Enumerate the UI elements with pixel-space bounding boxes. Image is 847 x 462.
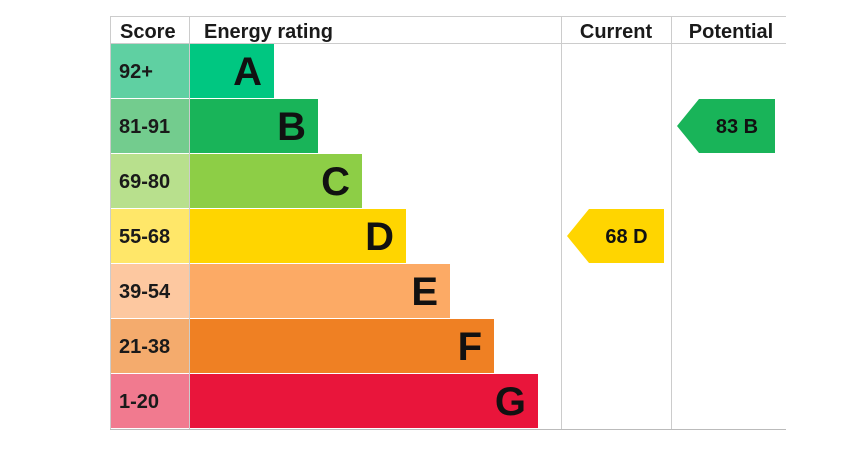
bar-letter-b: B [277,105,306,149]
score-cell-f [111,319,189,373]
bar-letter-d: D [365,215,394,259]
score-label-e: 39-54 [119,281,171,303]
band-row-d: 55-68 D [111,209,406,263]
score-cell-d [111,209,189,263]
bar-letter-f: F [458,325,482,369]
score-cell-c [111,154,189,208]
bar-letter-g: G [495,380,526,424]
potential-rating-arrow: 83 B [677,99,775,153]
energy-rating-header: Energy rating [204,21,333,43]
score-label-c: 69-80 [119,171,170,193]
band-row-c: 69-80 C [111,154,362,208]
bar-a [190,44,274,98]
potential-header: Potential [689,21,773,43]
score-cell-a [111,44,189,98]
current-rating-arrow-shape [567,209,664,263]
score-label-d: 55-68 [119,226,170,248]
bar-b [190,99,318,153]
band-row-g: 1-20 G [111,374,538,428]
rating-arrows: 68 D 83 B [567,99,775,263]
bar-g [190,374,538,428]
band-row-a: 92+ A [111,44,274,98]
bar-d [190,209,406,263]
bar-e [190,264,450,318]
score-cell-b [111,99,189,153]
bar-letter-e: E [411,270,438,314]
potential-rating-arrow-shape [677,99,775,153]
current-rating-arrow: 68 D [567,209,664,263]
score-header: Score [120,21,176,43]
table-grid [110,16,786,430]
score-label-g: 1-20 [119,391,159,413]
score-label-b: 81-91 [119,116,170,138]
score-cell-e [111,264,189,318]
bar-letter-c: C [321,160,350,204]
band-row-b: 81-91 B [111,99,318,153]
rating-bands: 92+ A 81-91 B 69-80 C 55-68 D 39-54 E 21-38 F 1-20 G [111,44,538,428]
score-label-a: 92+ [119,61,153,83]
current-rating-arrow-label: 68 D [605,226,647,248]
bar-letter-a: A [233,50,262,94]
bar-f [190,319,494,373]
band-row-e: 39-54 E [111,264,450,318]
band-row-f: 21-38 F [111,319,494,373]
score-label-f: 21-38 [119,336,170,358]
current-header: Current [580,21,653,43]
score-cell-g [111,374,189,428]
potential-rating-arrow-label: 83 B [716,116,758,138]
bar-c [190,154,362,208]
